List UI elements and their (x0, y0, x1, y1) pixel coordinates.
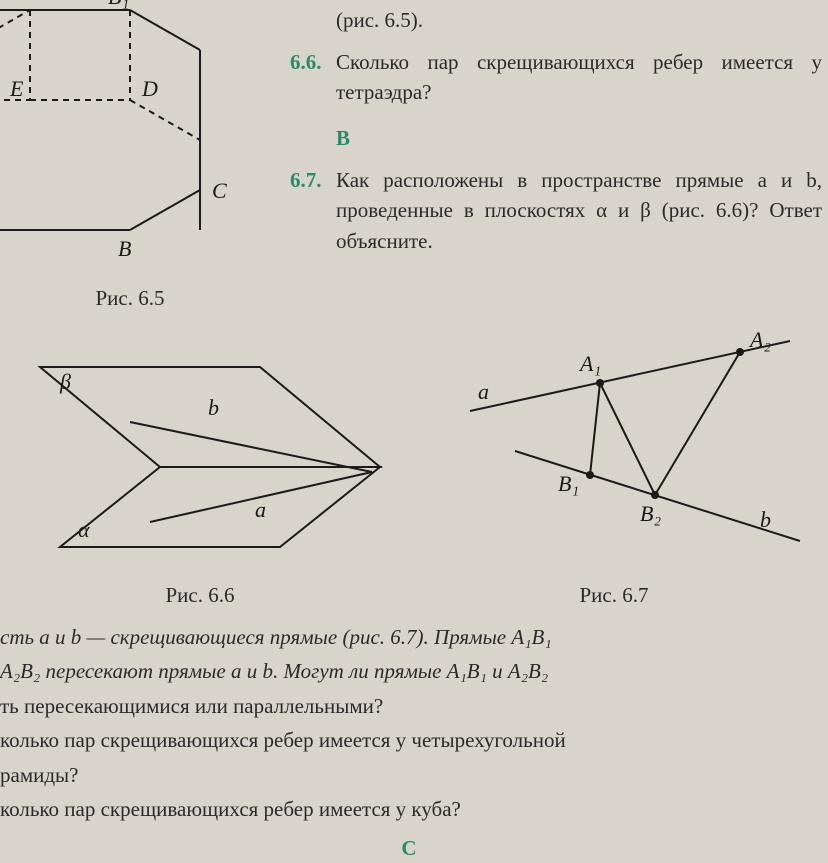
label-E: E (9, 76, 24, 101)
problem-6-7: 6.7. Как расположены в пространстве прям… (290, 165, 822, 256)
label-a66: a (255, 497, 266, 522)
label-A1: A₁ (578, 351, 601, 376)
label-B: B (118, 236, 131, 261)
label-A2: A₂ (748, 327, 771, 352)
label-beta: β (59, 369, 71, 394)
label-B1-67: B₁ (558, 471, 579, 496)
section-B: B (336, 126, 822, 151)
problem-num-67: 6.7. (290, 165, 336, 256)
figure-6-5: B₁ E D C B Рис. 6.5 (0, 0, 260, 311)
label-a67: a (478, 379, 489, 404)
fig67-svg: a b A₁ A₂ B₁ B₂ (400, 321, 820, 581)
label-b66: b (208, 395, 219, 420)
label-b67: b (760, 507, 771, 532)
problem-num-66: 6.6. (290, 47, 336, 108)
section-C: C (0, 833, 818, 863)
middle-figures: β α b a Рис. 6.6 (0, 321, 828, 608)
page: B₁ E D C B Рис. 6.5 (рис. 6.5). 6.6. Ско… (0, 0, 828, 828)
problem-text-66: Сколько пар скрещивающихся ре­бер имеетс… (336, 47, 822, 108)
figure-6-7: a b A₁ A₂ B₁ B₂ Рис. 6.7 (400, 321, 828, 608)
fig67-caption: Рис. 6.7 (400, 583, 828, 608)
bt-line1: сть a и b — скрещивающиеся прямые (рис. … (0, 622, 818, 652)
bt-line6: колько пар скрещивающихся ребер имеется … (0, 794, 818, 824)
fig66-caption: Рис. 6.6 (0, 583, 400, 608)
bt-line2: A₂B₂ пересекают прямые a и b. Могут ли п… (0, 656, 818, 686)
fig66-svg: β α b a (0, 327, 400, 577)
figure-6-6: β α b a Рис. 6.6 (0, 327, 400, 608)
right-text-column: (рис. 6.5). 6.6. Сколько пар скрещивающи… (260, 0, 828, 311)
bt-line3: ть пересекающимися или параллельными? (0, 691, 818, 721)
label-C: C (212, 178, 227, 203)
top-region: B₁ E D C B Рис. 6.5 (рис. 6.5). 6.6. Ско… (0, 0, 828, 311)
bt-line5: рамиды? (0, 760, 818, 790)
label-B2: B₂ (640, 501, 661, 526)
label-alpha: α (78, 517, 90, 542)
fig65-svg: B₁ E D C B (0, 0, 260, 280)
problem-6-6: 6.6. Сколько пар скрещивающихся ре­бер и… (290, 47, 822, 108)
bottom-text: сть a и b — скрещивающиеся прямые (рис. … (0, 608, 828, 863)
p65-ref: (рис. 6.5). (336, 8, 822, 33)
bt-line4: колько пар скрещивающихся ребер имеется … (0, 725, 818, 755)
label-B1: B₁ (108, 0, 129, 9)
problem-text-67: Как расположены в пространстве прямые a … (336, 165, 822, 256)
fig65-caption: Рис. 6.5 (0, 286, 260, 311)
label-D: D (141, 76, 158, 101)
